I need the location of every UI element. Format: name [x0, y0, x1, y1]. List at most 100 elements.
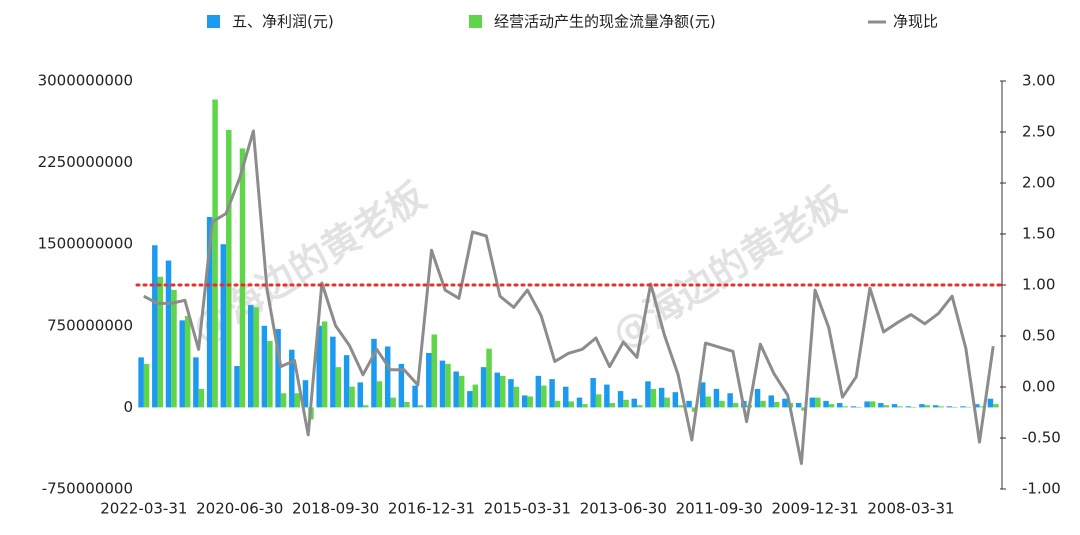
bar [289, 349, 295, 408]
y-tick-label: -750000000 [42, 480, 133, 498]
x-tick-label: 2008-03-31 [867, 500, 954, 518]
bar [138, 357, 144, 408]
bar [171, 289, 177, 408]
bar [650, 388, 657, 408]
x-tick-label: 2015-03-31 [484, 500, 571, 518]
bar [521, 395, 528, 408]
bar [686, 400, 692, 408]
y2-tick-label: 2.00 [1022, 174, 1055, 192]
bar [500, 375, 506, 408]
bar [993, 404, 999, 408]
bar [823, 400, 829, 408]
bar [932, 405, 939, 408]
bar [363, 405, 369, 408]
bar [445, 363, 451, 408]
legend-label: 五、净利润(元) [232, 13, 334, 31]
y2-tick-label: 1.50 [1022, 225, 1055, 243]
x-tick-label: 2011-09-30 [676, 500, 763, 518]
y-tick-label: 2250000000 [38, 153, 133, 171]
bar [850, 406, 857, 408]
bar [261, 325, 268, 408]
x-tick-label: 2016-12-31 [388, 500, 475, 518]
legend-label: 经营活动产生的现金流量净额(元) [494, 13, 716, 31]
bar [691, 407, 698, 412]
bar [184, 316, 191, 408]
bar [253, 307, 259, 408]
bar [212, 99, 218, 408]
bar [330, 336, 336, 408]
bar [623, 399, 629, 408]
y2-tick-label: 0.00 [1022, 378, 1055, 396]
bar [705, 396, 711, 408]
bar [247, 305, 254, 408]
bar [267, 341, 273, 408]
y2-tick-label: 3.00 [1022, 72, 1055, 90]
legend-label: 净现比 [893, 13, 938, 31]
bar [193, 357, 199, 408]
bar [275, 329, 281, 408]
bar [664, 397, 670, 408]
bar [453, 371, 459, 408]
bar [842, 406, 848, 408]
bar [179, 320, 185, 408]
bar [672, 392, 679, 408]
bar [152, 245, 158, 408]
bar [946, 406, 953, 408]
bar [617, 391, 624, 408]
x-tick-label: 2013-06-30 [580, 500, 667, 518]
x-tick-label: 2022-03-31 [100, 500, 187, 518]
bar [773, 401, 780, 408]
bar [357, 382, 364, 408]
bar [869, 401, 876, 408]
bar [719, 400, 725, 408]
bar [226, 129, 232, 408]
bar [165, 260, 172, 408]
bar [563, 386, 569, 408]
bar [801, 407, 807, 411]
x-tick-label: 2018-09-30 [292, 500, 379, 518]
bar [883, 405, 890, 408]
y2-tick-label: 2.50 [1022, 123, 1055, 141]
bar [878, 403, 884, 408]
bar [220, 244, 227, 408]
bar [987, 398, 994, 408]
bar [302, 380, 309, 408]
bar [609, 403, 616, 408]
bar [658, 387, 665, 408]
x-tick-label: 2009-12-31 [771, 500, 858, 518]
bar [952, 407, 958, 408]
bar [897, 406, 903, 408]
bar [856, 407, 862, 408]
bar [280, 393, 287, 408]
bar [371, 338, 377, 408]
bar [965, 406, 972, 408]
bar [636, 405, 643, 408]
line [143, 129, 995, 465]
bar [973, 404, 980, 408]
bar [809, 397, 816, 408]
y-tick-label: 3000000000 [38, 72, 133, 90]
bar [486, 348, 492, 408]
bar [417, 405, 424, 408]
bar [754, 388, 761, 408]
bar [494, 372, 501, 408]
bar [828, 404, 835, 408]
y2-tick-label: -0.50 [1022, 429, 1061, 447]
bar [568, 401, 574, 408]
bar [919, 404, 925, 408]
bar [713, 388, 720, 408]
bar [960, 406, 966, 408]
bar [439, 360, 446, 408]
bar [431, 334, 437, 408]
x-tick-label: 2020-06-30 [196, 500, 283, 518]
bar [905, 406, 911, 408]
bar [458, 375, 465, 408]
legend-swatch [207, 15, 220, 28]
bar [198, 388, 205, 408]
bar [316, 325, 322, 408]
bar [239, 148, 246, 408]
y2-tick-label: -1.00 [1022, 480, 1061, 498]
bar [467, 391, 473, 408]
bar [412, 385, 418, 408]
bar [645, 381, 651, 408]
